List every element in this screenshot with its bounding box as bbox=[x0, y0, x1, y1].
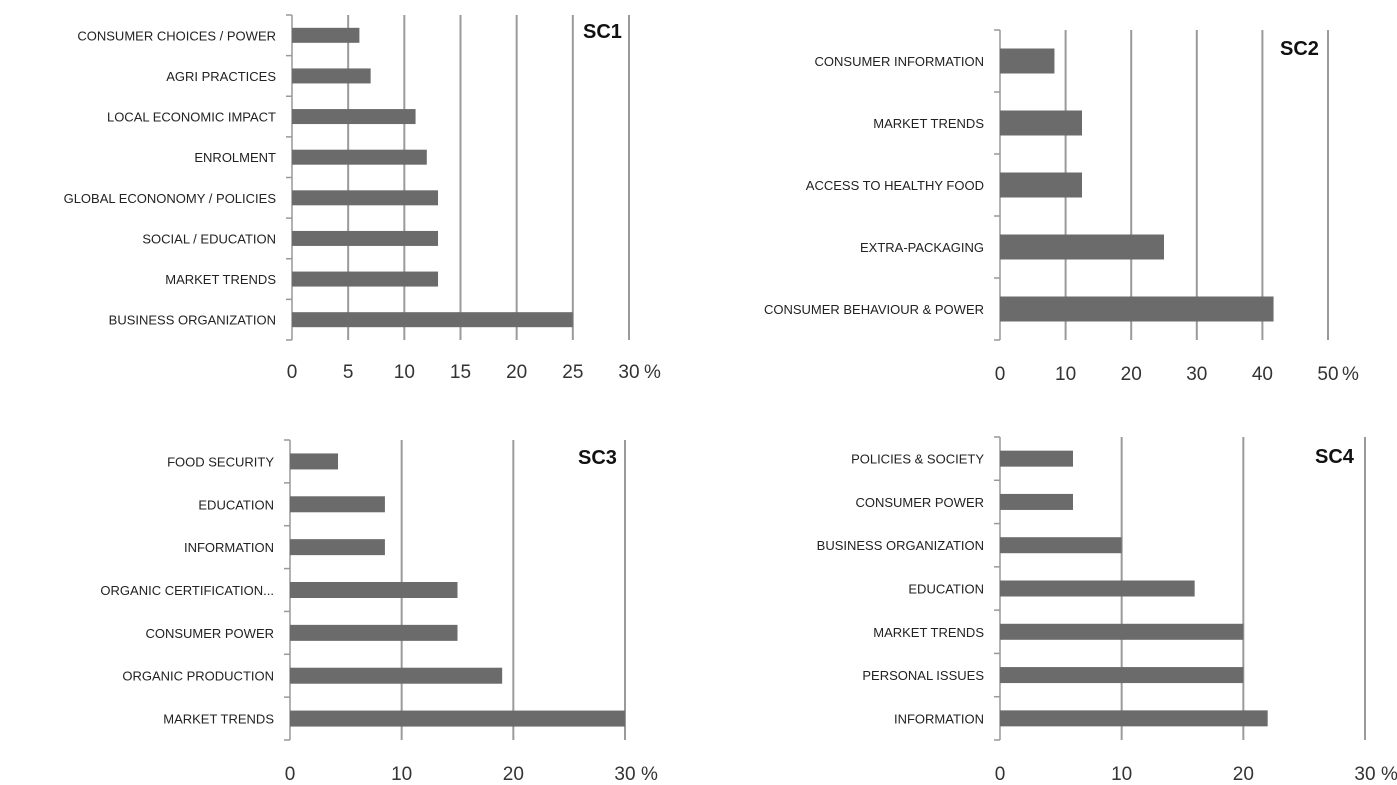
category-label: ORGANIC CERTIFICATION... bbox=[100, 583, 274, 598]
bar bbox=[292, 190, 439, 206]
bar bbox=[1000, 710, 1268, 727]
category-label: EDUCATION bbox=[198, 497, 274, 512]
x-unit-label: % bbox=[644, 362, 661, 383]
x-tick-label: 5 bbox=[343, 362, 354, 383]
x-unit-label: % bbox=[1381, 764, 1397, 785]
bar bbox=[290, 453, 339, 470]
category-label: POLICIES & SOCIETY bbox=[851, 452, 984, 467]
x-tick-label: 40 bbox=[1252, 364, 1273, 385]
category-label: EXTRA-PACKAGING bbox=[860, 240, 984, 255]
x-tick-label: 30 bbox=[1186, 364, 1207, 385]
bar bbox=[292, 271, 439, 287]
category-label: MARKET TRENDS bbox=[163, 712, 274, 727]
bar bbox=[290, 496, 385, 513]
category-label: CONSUMER BEHAVIOUR & POWER bbox=[764, 302, 984, 317]
x-tick-label: 30 bbox=[614, 764, 635, 785]
x-tick-label: 0 bbox=[995, 764, 1006, 785]
bar bbox=[292, 27, 360, 43]
bar bbox=[1000, 493, 1073, 510]
x-tick-label: 20 bbox=[1233, 764, 1254, 785]
x-tick-label: 15 bbox=[450, 362, 471, 383]
category-label: GLOBAL ECONONOMY / POLICIES bbox=[64, 191, 277, 206]
bar bbox=[1000, 172, 1082, 198]
panel-title: SC3 bbox=[578, 447, 617, 469]
x-unit-label: % bbox=[1342, 364, 1359, 385]
x-tick-label: 10 bbox=[1055, 364, 1076, 385]
x-unit-label: % bbox=[641, 764, 658, 785]
bar bbox=[1000, 296, 1274, 322]
bar bbox=[1000, 580, 1195, 597]
x-tick-label: 0 bbox=[287, 362, 298, 383]
category-label: CONSUMER POWER bbox=[145, 626, 274, 641]
bar bbox=[290, 539, 385, 556]
bar bbox=[1000, 48, 1055, 74]
category-label: ACCESS TO HEALTHY FOOD bbox=[806, 178, 984, 193]
x-tick-label: 0 bbox=[285, 764, 296, 785]
category-label: CONSUMER POWER bbox=[855, 495, 984, 510]
bar bbox=[292, 312, 573, 328]
x-tick-label: 20 bbox=[1121, 364, 1142, 385]
x-tick-label: 30 bbox=[1354, 764, 1375, 785]
panel-title: SC4 bbox=[1315, 446, 1355, 468]
chart-panel-3: MARKET TRENDS ORGANIC PRODUCTION CONSUMER … bbox=[100, 439, 658, 785]
category-label: SOCIAL / EDUCATION bbox=[142, 231, 276, 246]
panel-title: SC1 bbox=[583, 21, 622, 43]
bar bbox=[290, 710, 625, 727]
chart-panel-1: BUSINESS ORGANIZATION MARKET TRENDS SOCIAL… bbox=[64, 14, 661, 383]
category-label: CONSUMER CHOICES / POWER bbox=[77, 28, 276, 43]
bar bbox=[292, 109, 416, 125]
category-label: MARKET TRENDS bbox=[873, 116, 984, 131]
x-tick-label: 20 bbox=[503, 764, 524, 785]
category-label: INFORMATION bbox=[894, 711, 984, 726]
bar bbox=[1000, 234, 1164, 260]
x-tick-label: 0 bbox=[995, 364, 1006, 385]
bar bbox=[292, 149, 427, 165]
panel-title: SC2 bbox=[1280, 38, 1319, 60]
category-label: MARKET TRENDS bbox=[165, 272, 276, 287]
category-label: MARKET TRENDS bbox=[873, 625, 984, 640]
x-tick-label: 10 bbox=[391, 764, 412, 785]
chart-panel-4: INFORMATION PERSONAL ISSUES MARKET TRENDS E… bbox=[817, 436, 1397, 785]
category-label: BUSINESS ORGANIZATION bbox=[109, 313, 276, 328]
bar bbox=[290, 582, 458, 598]
category-label: CONSUMER INFORMATION bbox=[815, 54, 984, 69]
bar bbox=[292, 68, 371, 84]
x-tick-label: 10 bbox=[1111, 764, 1132, 785]
category-label: ENROLMENT bbox=[194, 150, 276, 165]
category-label: EDUCATION bbox=[908, 582, 984, 597]
category-label: INFORMATION bbox=[184, 540, 274, 555]
bar bbox=[1000, 537, 1122, 554]
category-label: BUSINESS ORGANIZATION bbox=[817, 538, 984, 553]
category-label: PERSONAL ISSUES bbox=[862, 668, 984, 683]
chart-panel-2: CONSUMER BEHAVIOUR & POWER EXTRA-PACKAGIN… bbox=[764, 29, 1359, 385]
category-label: LOCAL ECONOMIC IMPACT bbox=[107, 110, 276, 125]
x-tick-label: 50 bbox=[1317, 364, 1338, 385]
bar bbox=[1000, 623, 1244, 640]
bar bbox=[1000, 450, 1073, 467]
x-tick-label: 20 bbox=[506, 362, 527, 383]
x-tick-label: 30 bbox=[618, 362, 639, 383]
x-tick-label: 10 bbox=[394, 362, 415, 383]
category-label: AGRI PRACTICES bbox=[166, 69, 276, 84]
bar bbox=[1000, 110, 1082, 136]
bar bbox=[292, 230, 439, 246]
category-label: ORGANIC PRODUCTION bbox=[122, 669, 274, 684]
x-tick-label: 25 bbox=[562, 362, 583, 383]
bar bbox=[1000, 667, 1244, 684]
category-label: FOOD SECURITY bbox=[167, 454, 274, 469]
bar bbox=[290, 667, 503, 684]
bar bbox=[290, 624, 458, 641]
